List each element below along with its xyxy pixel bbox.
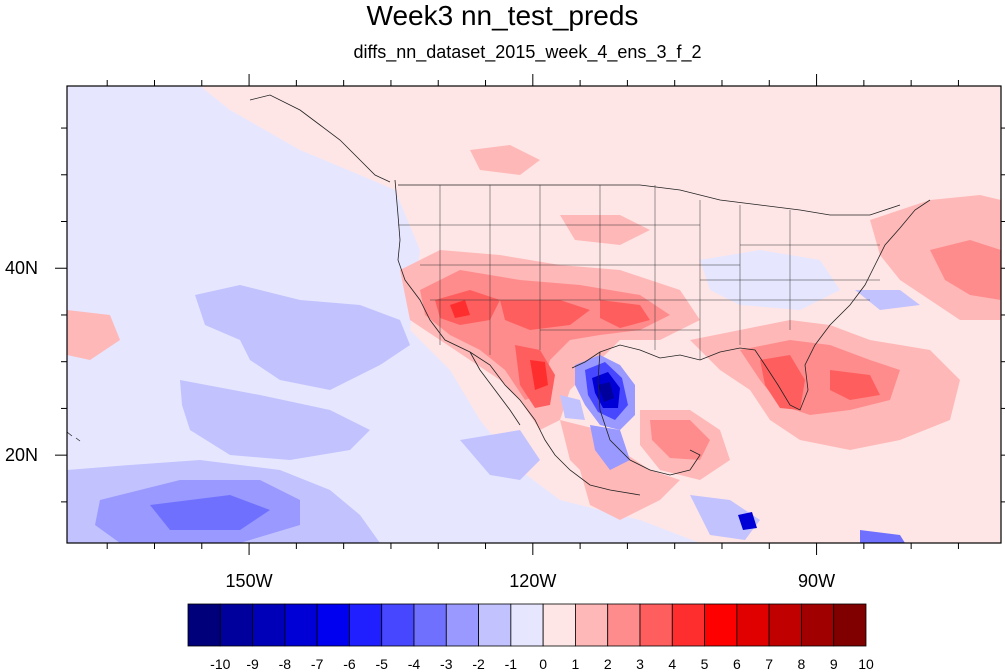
colorbar-label: 9: [830, 656, 838, 672]
x-tick-label: 120W: [509, 571, 556, 591]
colorbar-swatch: [607, 603, 641, 647]
colorbar-swatch: [316, 603, 350, 647]
colorbar-swatch: [187, 603, 221, 647]
colorbar-label: 0: [539, 656, 547, 672]
x-tick-label: 90W: [798, 571, 835, 591]
colorbar-swatch: [219, 603, 253, 647]
colorbar-label: 4: [668, 656, 676, 672]
colorbar-label: 5: [701, 656, 709, 672]
colorbar-swatch: [575, 603, 609, 647]
colorbar-swatch: [413, 603, 447, 647]
colorbar-swatch: [381, 603, 415, 647]
colorbar-label: -10: [210, 656, 230, 672]
colorbar-label: 1: [572, 656, 580, 672]
y-tick-label: 40N: [5, 258, 38, 278]
y-tick-label: 20N: [5, 445, 38, 465]
colorbar-label: 2: [604, 656, 612, 672]
colorbar-swatch: [284, 603, 318, 647]
colorbar-label: -9: [246, 656, 259, 672]
colorbar-label: -7: [311, 656, 324, 672]
colorbar: -10 -9 -8 -7 -6 -5 -4 -3 -2 -1 0 1 2 3 4 5 6 7 8 9 10: [187, 603, 874, 672]
colorbar-label: -4: [408, 656, 421, 672]
map-subtitle: diffs_nn_dataset_2015_week_4_ens_3_f_2: [353, 42, 702, 62]
colorbar-label: -5: [375, 656, 388, 672]
colorbar-label: -1: [505, 656, 518, 672]
colorbar-label: -3: [440, 656, 453, 672]
x-tick-label: 150W: [226, 571, 273, 591]
colorbar-label: -2: [472, 656, 485, 672]
colorbar-swatch: [704, 603, 738, 647]
anomaly-field: [67, 86, 1001, 543]
colorbar-label: 10: [858, 656, 874, 672]
colorbar-swatch: [639, 603, 673, 647]
colorbar-swatch: [671, 603, 705, 647]
colorbar-swatch: [801, 603, 835, 647]
colorbar-swatch: [833, 603, 867, 647]
colorbar-label: 7: [765, 656, 773, 672]
colorbar-swatch: [478, 603, 512, 647]
map-title: Week3 nn_test_preds: [366, 0, 639, 31]
colorbar-label: 8: [798, 656, 806, 672]
colorbar-swatch: [252, 603, 286, 647]
colorbar-label: -6: [343, 656, 356, 672]
colorbar-swatch: [768, 603, 802, 647]
colorbar-label: 3: [636, 656, 644, 672]
colorbar-swatch: [510, 603, 544, 647]
colorbar-swatch: [736, 603, 770, 647]
colorbar-label: 6: [733, 656, 741, 672]
colorbar-swatch: [542, 603, 576, 647]
colorbar-swatch: [445, 603, 479, 647]
axis-ticks: 150W 120W 90W 40N 20N: [5, 74, 1005, 591]
colorbar-swatch: [349, 603, 383, 647]
colorbar-label: -8: [279, 656, 292, 672]
